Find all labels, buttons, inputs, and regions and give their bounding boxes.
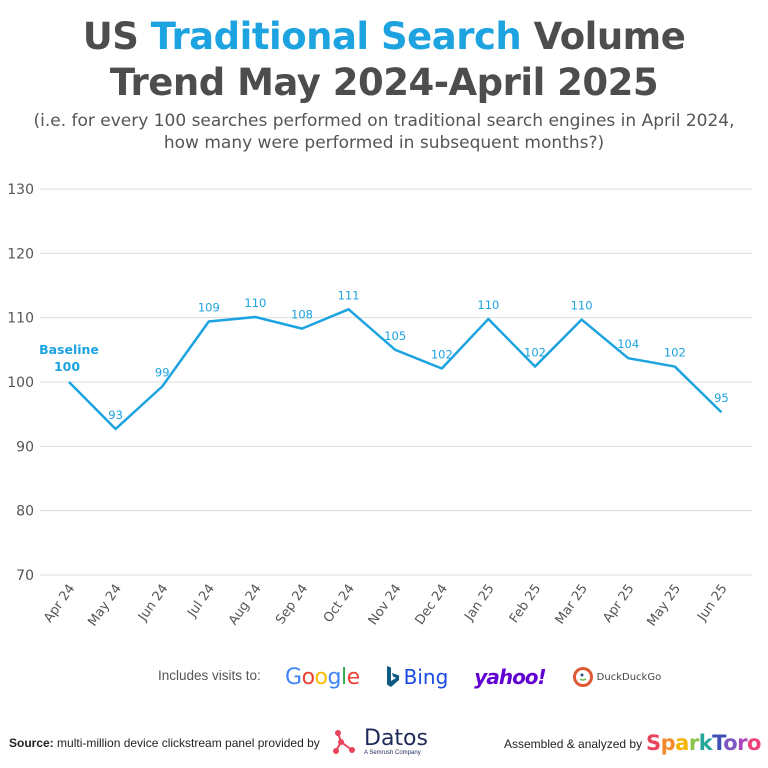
data-label: 102 (524, 346, 546, 360)
x-tick-label: Jun 24 (135, 582, 171, 625)
y-tick-label: 130 (7, 182, 34, 198)
x-tick-label: Aug 24 (226, 582, 265, 628)
x-tick-label: Apr 24 (41, 582, 78, 626)
data-label: 110 (571, 299, 593, 313)
y-tick-label: 80 (16, 504, 34, 520)
x-tick-label: Jul 24 (184, 582, 218, 621)
x-tick-label: Feb 25 (507, 582, 544, 626)
data-label: 104 (617, 337, 639, 351)
assembled-note: Assembled & analyzed by (504, 737, 643, 751)
baseline-label: Baseline (39, 342, 99, 357)
search-engine-logos: Google Bing yahoo! DuckDuckGo (285, 662, 687, 692)
subtitle-line2: how many were performed in subsequent mo… (163, 133, 605, 153)
x-axis-ticks: Apr 24 May 24 Jun 24 Jul 24 Aug 24 Sep 24 Oct … (41, 582, 730, 630)
x-tick-label: Apr 25 (600, 582, 637, 626)
data-label: 95 (714, 391, 729, 405)
x-tick-label: Nov 24 (366, 582, 405, 628)
google-logo: Google (285, 664, 360, 690)
data-label: 111 (338, 288, 360, 302)
x-tick-label: May 24 (85, 582, 125, 630)
source-note: Source: multi-million device clickstream… (9, 736, 320, 750)
data-labels: Baseline 100 93 99 109 110 108 111 105 102 110 102 1… (39, 288, 729, 422)
title-line2: Trend May 2024-April 2025 (109, 61, 659, 104)
yahoo-logo: yahoo! (474, 665, 546, 689)
bing-text: Bing (403, 665, 449, 689)
datos-icon (333, 730, 355, 754)
y-tick-label: 110 (7, 311, 34, 327)
chart-subtitle: (i.e. for every 100 searches performed o… (0, 110, 768, 154)
y-axis-ticks: 70 80 90 100 110 120 130 (7, 182, 34, 584)
source-label: Source: (9, 736, 54, 750)
x-tick-label: Dec 24 (412, 582, 451, 628)
duckduckgo-logo: DuckDuckGo (572, 666, 662, 688)
data-label: 110 (477, 298, 499, 312)
duckduckgo-text: DuckDuckGo (596, 671, 662, 683)
chart-title: US Traditional Search Volume Trend May 2… (0, 14, 768, 106)
data-label: 102 (664, 346, 686, 360)
title-suffix: Volume (521, 15, 686, 58)
y-tick-label: 120 (7, 246, 34, 262)
data-label: 100 (54, 359, 80, 374)
line-chart: 70 80 90 100 110 120 130 Apr 24 May 24 Jun 24 Jul… (7, 182, 752, 630)
x-tick-label: Jun 25 (694, 582, 730, 625)
sparktoro-logo: SparkToro (646, 731, 761, 755)
x-tick-label: Oct 24 (321, 582, 358, 626)
y-tick-label: 70 (16, 568, 34, 584)
bing-icon (386, 666, 399, 687)
data-label: 109 (198, 301, 220, 315)
title-prefix: US (82, 15, 151, 58)
series-line (68, 308, 723, 431)
data-label: 105 (384, 329, 406, 343)
gridlines (40, 188, 752, 576)
source-text: multi-million device clickstream panel p… (53, 736, 320, 750)
title-highlight: Traditional Search (150, 15, 522, 58)
datos-logo: Datos A Semrush Company (332, 728, 428, 756)
subtitle-line1: (i.e. for every 100 searches performed o… (33, 111, 735, 131)
datos-name: Datos (364, 726, 428, 751)
data-label: 99 (155, 366, 170, 380)
includes-label: Includes visits to: (158, 668, 261, 683)
data-label: 108 (291, 308, 313, 322)
x-tick-label: Jan 25 (461, 582, 497, 625)
duckduckgo-icon (572, 667, 593, 687)
data-label: 110 (244, 296, 266, 310)
data-label: 102 (431, 347, 453, 361)
x-tick-label: Mar 25 (553, 582, 591, 628)
datos-sub: A Semrush Company (364, 750, 421, 756)
y-tick-label: 90 (16, 439, 34, 455)
x-tick-label: May 25 (645, 582, 685, 630)
y-tick-label: 100 (7, 375, 34, 391)
data-label: 93 (108, 408, 123, 422)
bing-logo: Bing (386, 665, 449, 689)
x-tick-label: Sep 24 (273, 582, 311, 628)
